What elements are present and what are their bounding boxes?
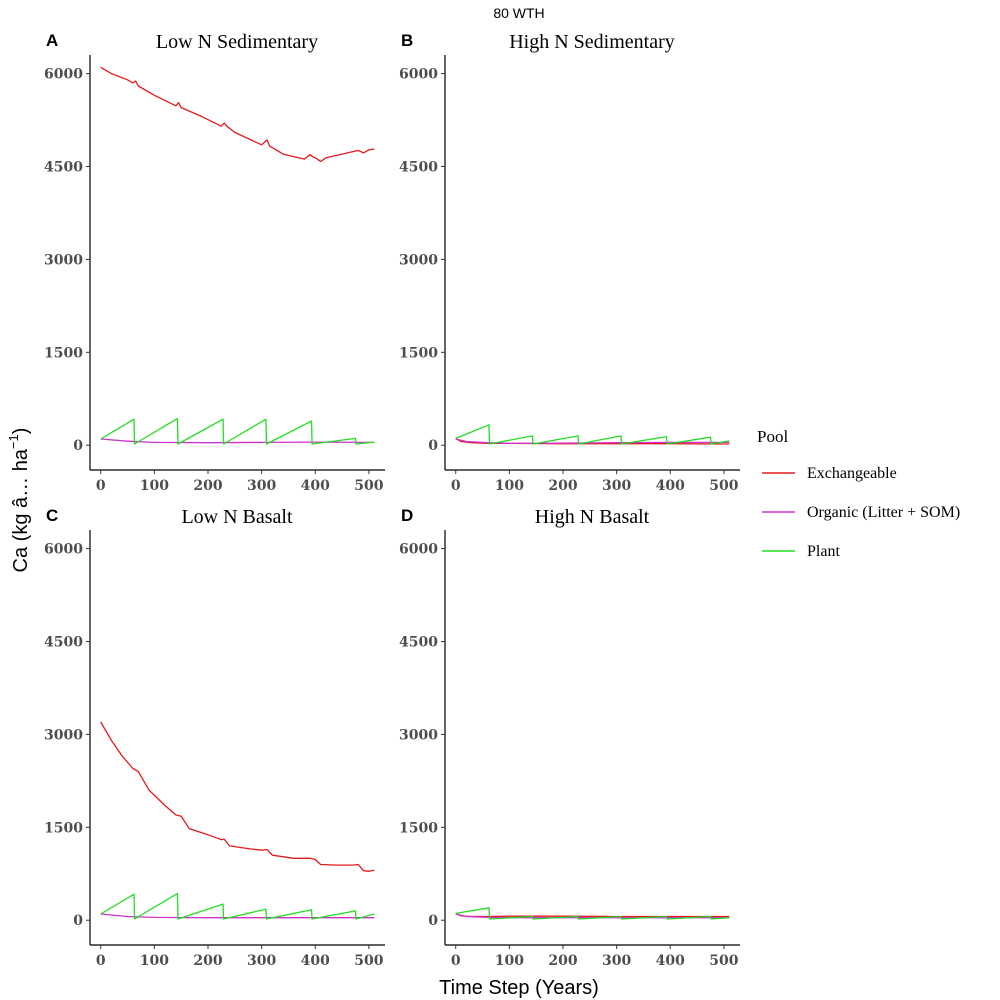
x-tick-label: 0 — [451, 953, 461, 969]
legend: Pool Exchangeable Organic (Litter + SOM) P… — [757, 427, 960, 560]
x-tick-label: 300 — [247, 953, 276, 969]
panel-b: B High N Sedimentary 0 1500 3000 4500 6000 0 100… — [399, 31, 740, 494]
y-tick-label: 3000 — [399, 727, 438, 743]
y-axis-title: Ca (kg â… ha−1) — [6, 428, 32, 573]
y-axis-title-close: ) — [10, 428, 32, 435]
x-tick-label: 400 — [656, 953, 685, 969]
y-tick-label: 6000 — [44, 542, 83, 558]
chart-title: 80 WTH — [493, 5, 544, 21]
x-tick-label: 300 — [602, 478, 631, 494]
x-tick-label: 200 — [548, 478, 577, 494]
series-line-organic-litter-som — [455, 438, 730, 445]
series-line-exchangeable — [455, 912, 730, 918]
x-tick-label: 500 — [354, 953, 383, 969]
series-line-plant — [100, 417, 375, 445]
x-tick-label: 500 — [709, 953, 738, 969]
y-tick-label: 6000 — [44, 67, 83, 83]
x-tick-label: 0 — [96, 478, 106, 494]
panel-letter: C — [46, 506, 58, 525]
x-tick-label: 100 — [495, 478, 524, 494]
legend-label-exchangeable: Exchangeable — [807, 465, 897, 482]
panel-title: High N Basalt — [535, 506, 650, 528]
y-tick-label: 0 — [428, 438, 438, 454]
panel-d: D High N Basalt 0 1500 3000 4500 6000 0 100 200 30… — [399, 506, 740, 969]
y-tick-label: 1500 — [44, 820, 83, 836]
x-tick-label: 500 — [709, 478, 738, 494]
panel-letter: D — [401, 506, 413, 525]
x-tick-label: 200 — [193, 478, 222, 494]
series-line-plant — [455, 424, 730, 445]
y-axis-title-main: Ca (kg â… ha — [10, 448, 32, 572]
y-axis-title-exponent: −1 — [6, 434, 21, 449]
x-tick-label: 100 — [495, 953, 524, 969]
y-tick-label: 1500 — [399, 820, 438, 836]
panel-title: High N Sedimentary — [509, 31, 675, 53]
panel-a: A Low N Sedimentary 0 1500 3000 4500 6000 0 100 2… — [44, 31, 385, 494]
panel-title: Low N Sedimentary — [156, 31, 318, 53]
x-tick-label: 200 — [548, 953, 577, 969]
series-line-exchangeable — [100, 66, 375, 163]
y-tick-label: 6000 — [399, 67, 438, 83]
y-tick-label: 1500 — [399, 345, 438, 361]
y-tick-label: 3000 — [399, 252, 438, 268]
x-tick-label: 400 — [656, 478, 685, 494]
y-tick-label: 3000 — [44, 252, 83, 268]
y-tick-label: 4500 — [44, 634, 83, 650]
x-tick-label: 300 — [602, 953, 631, 969]
panel-c: C Low N Basalt 0 1500 3000 4500 6000 0 100 200 300… — [44, 506, 385, 969]
x-tick-label: 200 — [193, 953, 222, 969]
series-line-plant — [100, 892, 375, 920]
y-tick-label: 3000 — [44, 727, 83, 743]
y-tick-label: 4500 — [399, 634, 438, 650]
x-tick-label: 400 — [301, 478, 330, 494]
x-tick-label: 300 — [247, 478, 276, 494]
x-tick-label: 100 — [140, 478, 169, 494]
legend-title: Pool — [757, 427, 788, 446]
x-tick-label: 100 — [140, 953, 169, 969]
x-tick-label: 500 — [354, 478, 383, 494]
x-tick-label: 0 — [451, 478, 461, 494]
y-tick-label: 4500 — [44, 159, 83, 175]
panel-title: Low N Basalt — [181, 506, 293, 528]
x-tick-label: 0 — [96, 953, 106, 969]
series-line-organic-litter-som — [100, 438, 375, 444]
panel-letter: B — [401, 31, 413, 50]
y-tick-label: 0 — [73, 913, 83, 929]
y-tick-label: 0 — [73, 438, 83, 454]
y-tick-label: 1500 — [44, 345, 83, 361]
y-tick-label: 6000 — [399, 542, 438, 558]
x-axis-title: Time Step (Years) — [439, 977, 599, 999]
y-tick-label: 0 — [428, 913, 438, 929]
legend-label-organic-litter-som: Organic (Litter + SOM) — [807, 504, 960, 521]
legend-label-plant: Plant — [807, 543, 840, 560]
series-line-exchangeable — [100, 721, 375, 872]
y-tick-label: 4500 — [399, 159, 438, 175]
x-tick-label: 400 — [301, 953, 330, 969]
panel-letter: A — [46, 31, 58, 50]
series-line-plant — [455, 907, 730, 920]
